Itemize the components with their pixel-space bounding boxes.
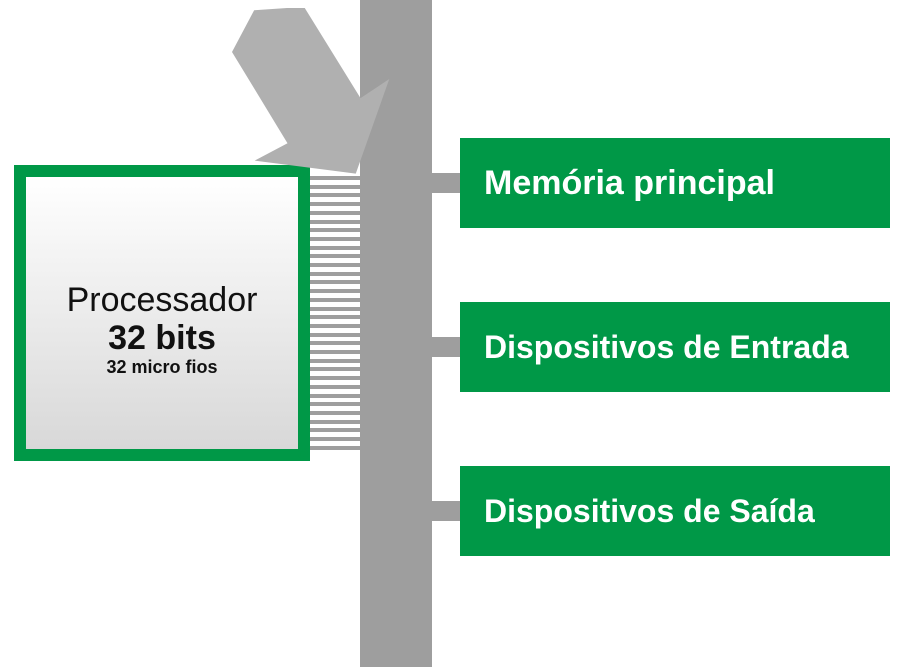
pin-wire [310,446,364,450]
component-saida: Dispositivos de Saída [460,466,890,556]
pin-wire [310,272,364,276]
pin-wire [310,280,364,284]
bus-connector [432,501,460,521]
processor-chip: Processador 32 bits 32 micro fios [14,165,310,461]
pin-wire [310,237,364,241]
pin-wire [310,202,364,206]
pin-wire [310,228,364,232]
component-memoria: Memória principal [460,138,890,228]
pin-wire [310,220,364,224]
processor-bits: 32 bits [26,319,298,358]
pin-wire [310,298,364,302]
processor-title: Processador [26,281,298,320]
pin-wire [310,333,364,337]
pin-wire [310,420,364,424]
diagram-stage: Processador 32 bits 32 micro fios Memóri… [0,0,915,667]
pin-wire [310,307,364,311]
pin-wire [310,289,364,293]
pin-wire [310,211,364,215]
arrow-icon [190,8,390,178]
processor-pins [310,176,364,450]
pin-wire [310,324,364,328]
pin-wire [310,402,364,406]
pin-wire [310,193,364,197]
chip-screw-icon [16,449,26,459]
processor-subtitle: 32 micro fios [26,357,298,378]
pin-wire [310,385,364,389]
pin-wire [310,394,364,398]
pin-wire [310,246,364,250]
pin-wire [310,185,364,189]
chip-screw-icon [298,449,308,459]
pin-wire [310,263,364,267]
pin-wire [310,428,364,432]
pin-wire [310,359,364,363]
pin-wire [310,315,364,319]
pin-wire [310,367,364,371]
pin-wire [310,376,364,380]
bus-connector [432,173,460,193]
pin-wire [310,411,364,415]
bus-connector [432,337,460,357]
pin-wire [310,350,364,354]
component-entrada: Dispositivos de Entrada [460,302,890,392]
pin-wire [310,341,364,345]
pin-wire [310,437,364,441]
chip-screw-icon [16,167,26,177]
pin-wire [310,254,364,258]
